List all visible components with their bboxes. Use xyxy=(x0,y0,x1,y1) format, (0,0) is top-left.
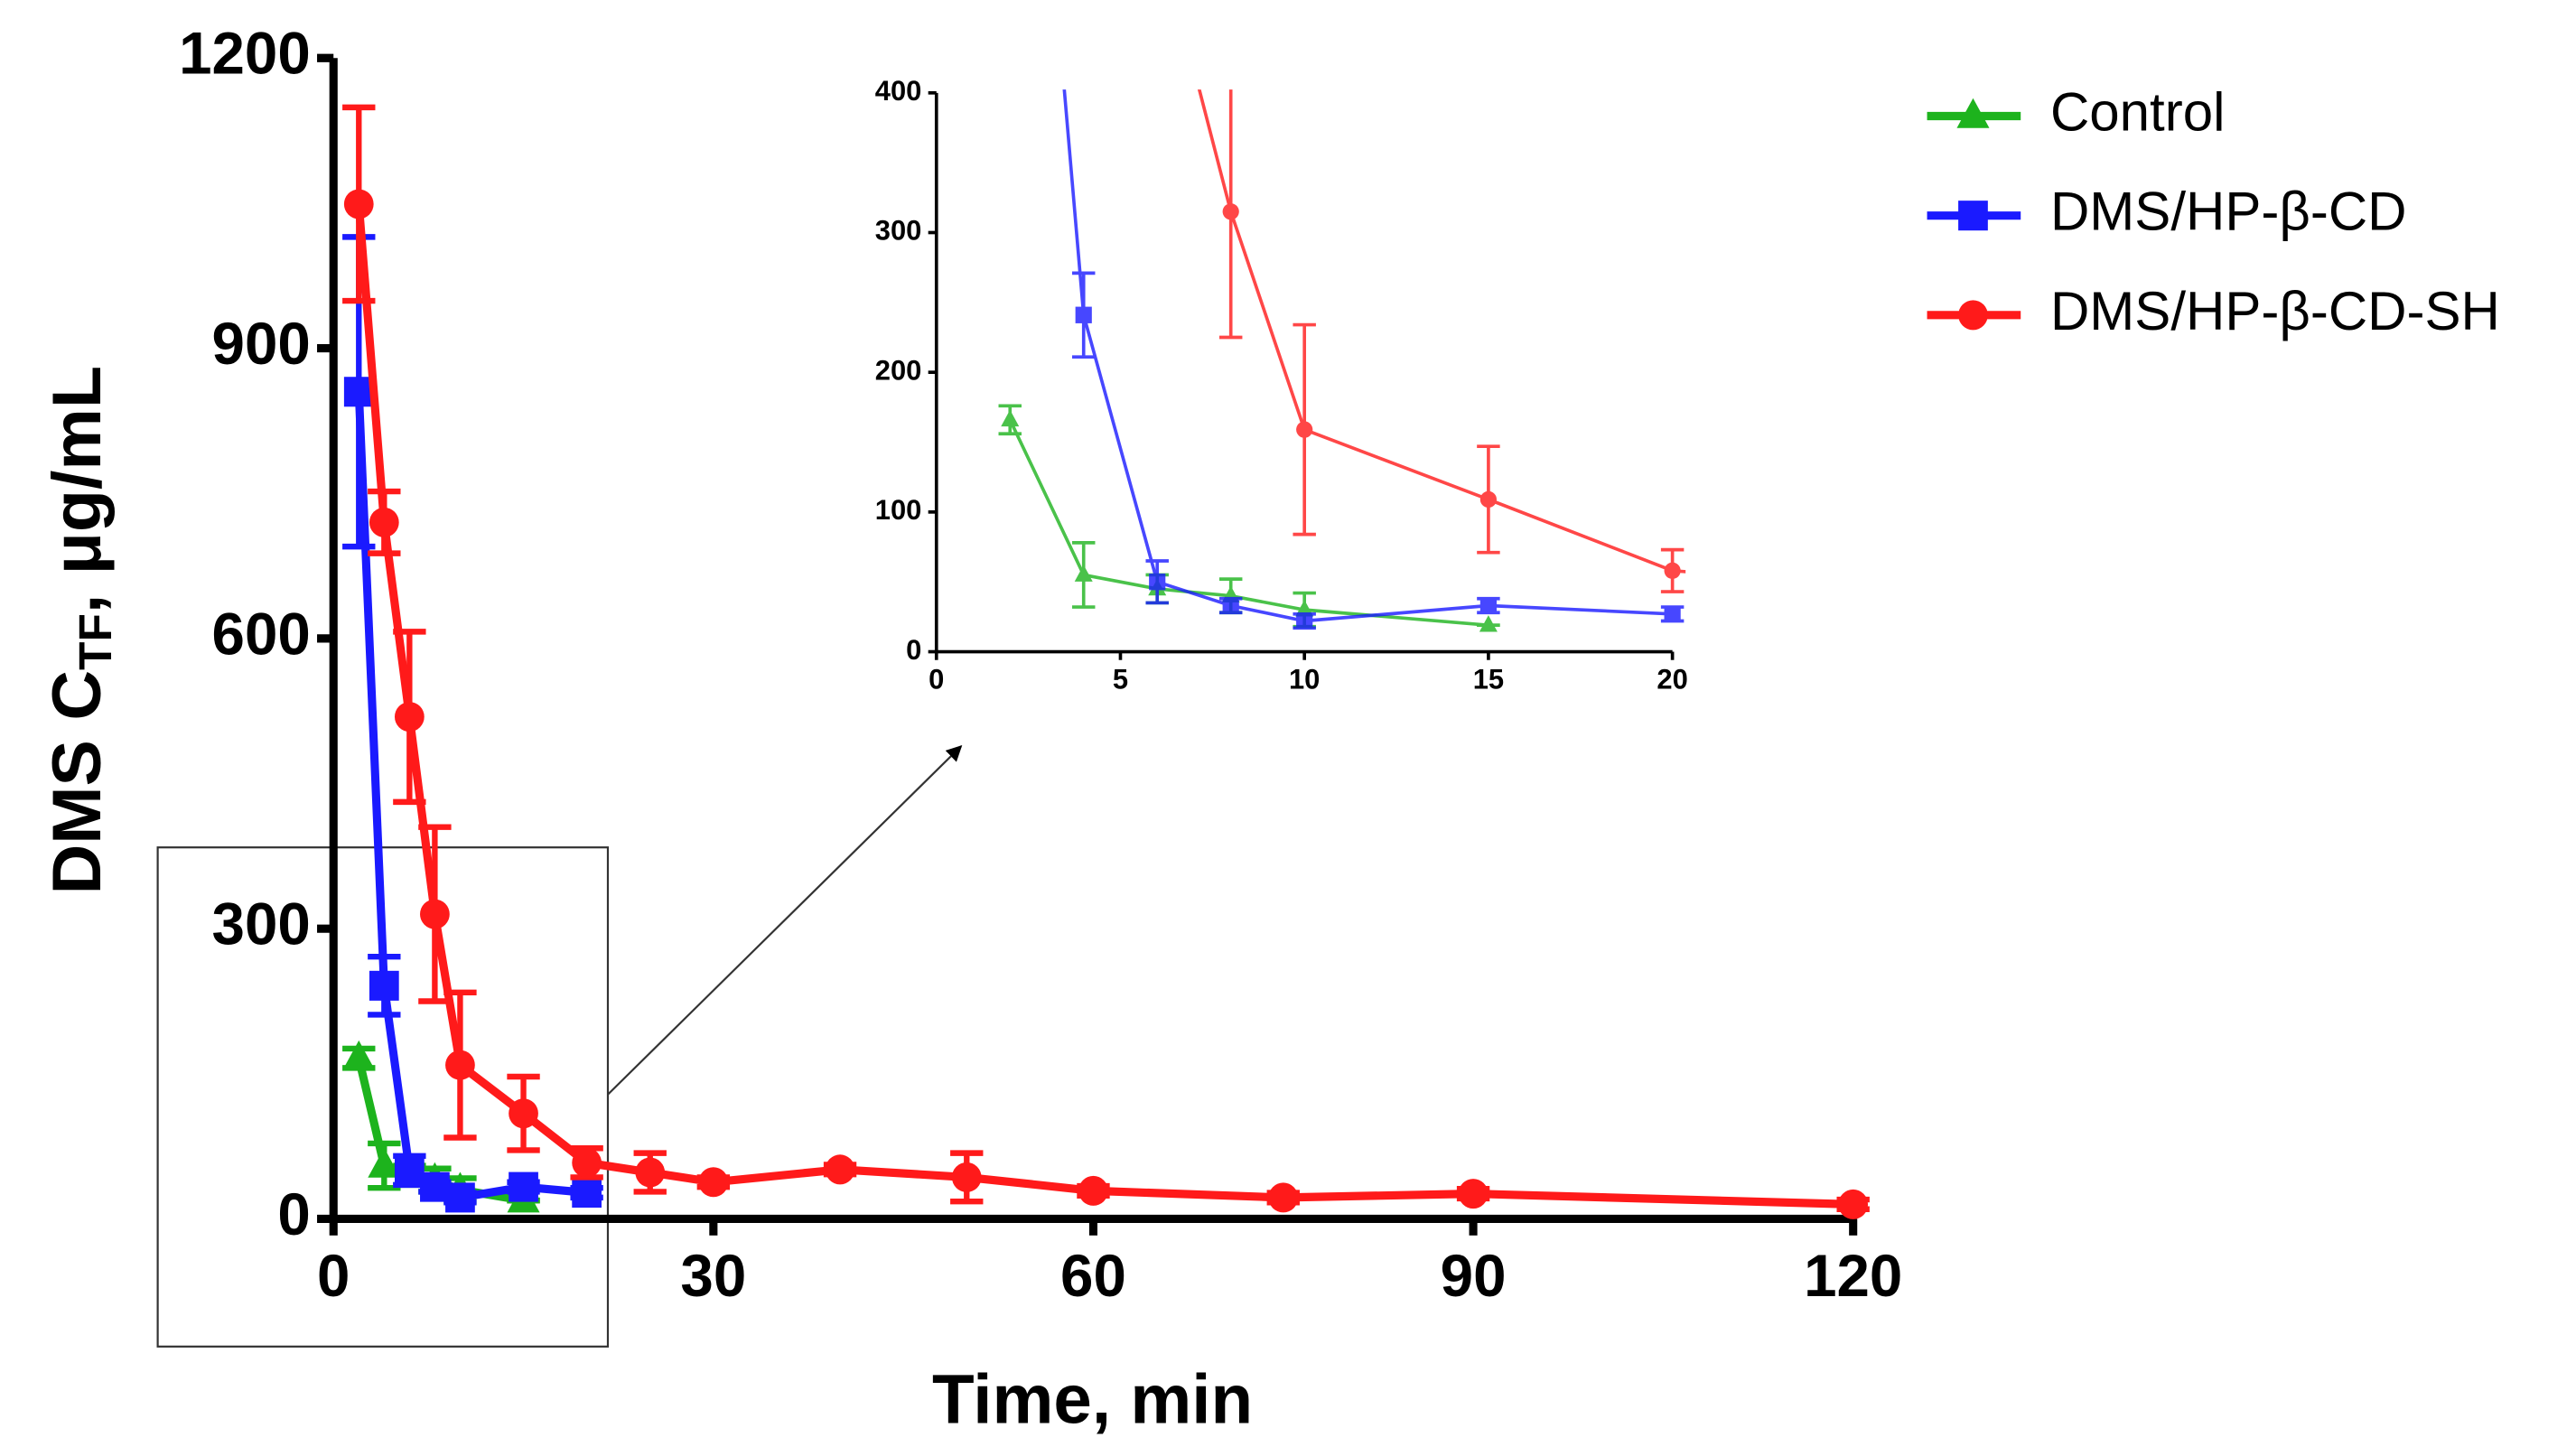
marker xyxy=(572,1147,602,1178)
y-tick-label: 600 xyxy=(212,600,311,667)
x-axis-title: Time, min xyxy=(932,1361,1253,1438)
marker xyxy=(1956,98,1990,128)
x-tick-label: 0 xyxy=(317,1242,350,1309)
marker xyxy=(1479,490,1497,509)
marker xyxy=(343,377,374,407)
series xyxy=(998,404,1500,632)
marker xyxy=(1958,300,1988,331)
marker xyxy=(1958,201,1988,231)
x-tick-label: 90 xyxy=(1441,1242,1507,1309)
zoom-arrow xyxy=(607,744,963,1096)
x-tick-label: 0 xyxy=(929,663,944,695)
y-tick-label: 1200 xyxy=(179,19,311,86)
marker xyxy=(1458,1179,1489,1209)
marker xyxy=(1838,1189,1869,1219)
y-tick-label: 300 xyxy=(212,890,311,957)
marker xyxy=(420,1171,450,1202)
y-title-main: DMS C xyxy=(39,670,116,894)
marker xyxy=(1001,409,1020,427)
y-tick-label: 900 xyxy=(212,310,311,377)
series xyxy=(1062,89,1685,630)
marker xyxy=(1848,576,1864,593)
marker xyxy=(420,899,450,929)
marker xyxy=(2032,591,2049,607)
marker xyxy=(951,1162,982,1192)
marker xyxy=(1479,615,1498,632)
marker xyxy=(2400,572,2416,588)
series xyxy=(342,234,603,1213)
x-tick-label: 10 xyxy=(1289,663,1320,695)
marker xyxy=(369,970,399,1001)
marker xyxy=(368,1147,401,1178)
y-title-sub: TF xyxy=(70,613,121,670)
legend-label: DMS/HP-β-CD xyxy=(2050,180,2407,241)
marker xyxy=(343,189,374,219)
marker xyxy=(1222,203,1239,220)
line xyxy=(1008,418,1489,627)
series xyxy=(1197,89,2416,607)
x-tick-label: 120 xyxy=(1804,1242,1902,1309)
line xyxy=(354,203,1853,1209)
marker xyxy=(1296,421,1313,438)
y-tick-label: 300 xyxy=(875,215,922,247)
y-tick-label: 0 xyxy=(277,1181,310,1247)
marker xyxy=(342,1040,376,1070)
marker xyxy=(445,1182,475,1213)
legend-label: DMS/HP-β-CD-SH xyxy=(2050,280,2500,341)
marker xyxy=(1295,600,1314,617)
marker xyxy=(1078,1175,1108,1206)
x-tick-label: 20 xyxy=(1657,663,1687,695)
marker xyxy=(1664,605,1681,622)
marker xyxy=(1075,306,1092,323)
marker xyxy=(394,702,425,733)
marker xyxy=(825,1154,855,1185)
marker xyxy=(1149,574,1166,591)
y-tick-label: 0 xyxy=(906,634,921,666)
marker xyxy=(635,1157,666,1188)
x-tick-label: 5 xyxy=(1113,663,1128,695)
y-axis-title: DMS CTF, μg/mL xyxy=(39,366,120,894)
x-tick-label: 30 xyxy=(680,1242,746,1309)
marker xyxy=(445,1050,475,1080)
marker xyxy=(1664,562,1681,580)
marker xyxy=(1479,597,1497,614)
x-tick-label: 60 xyxy=(1060,1242,1126,1309)
y-title-suffix: , μg/mL xyxy=(39,366,116,613)
marker xyxy=(1296,612,1313,630)
y-tick-label: 100 xyxy=(875,494,922,526)
x-tick-label: 15 xyxy=(1473,663,1504,695)
y-tick-label: 400 xyxy=(875,75,922,107)
series xyxy=(342,104,1870,1219)
marker xyxy=(369,507,399,537)
marker xyxy=(572,1178,602,1209)
marker xyxy=(509,1171,538,1202)
zoom-box xyxy=(156,846,610,1348)
marker xyxy=(1074,565,1093,582)
legend-label: Control xyxy=(2050,80,2225,142)
marker xyxy=(509,1098,538,1129)
line xyxy=(1062,89,1673,623)
y-tick-label: 200 xyxy=(875,354,922,386)
marker xyxy=(698,1167,729,1198)
marker xyxy=(1268,1182,1299,1213)
inset-plot xyxy=(998,89,2416,632)
marker xyxy=(1222,597,1239,614)
